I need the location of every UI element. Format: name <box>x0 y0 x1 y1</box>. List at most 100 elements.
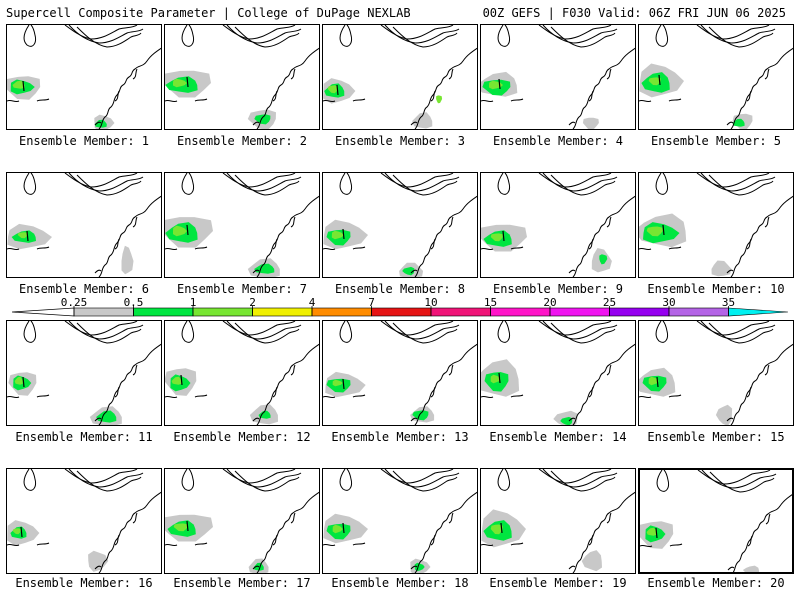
ensemble-member-label: Ensemble Member: 7 <box>176 282 308 296</box>
scp-contour-area <box>582 117 599 129</box>
map-canvas <box>481 321 635 425</box>
coastline <box>252 121 260 126</box>
coastline <box>747 535 753 547</box>
coastline <box>606 364 612 376</box>
coastline <box>746 386 752 398</box>
contour-marker <box>186 76 189 88</box>
ensemble-member-map-16[interactable] <box>6 468 162 574</box>
coastline <box>76 26 142 48</box>
contour-marker <box>336 84 339 96</box>
coastline <box>36 98 50 102</box>
legend-lower-arrow <box>12 307 75 317</box>
coastline <box>655 25 668 47</box>
ensemble-member-label: Ensemble Member: 20 <box>647 576 785 590</box>
map-canvas <box>165 173 319 277</box>
map-canvas <box>7 469 161 573</box>
coastline <box>323 247 336 251</box>
map-canvas <box>481 469 635 573</box>
coastline <box>290 364 296 376</box>
scp-contour-area <box>121 245 134 275</box>
ensemble-member-label: Ensemble Member: 11 <box>15 430 153 444</box>
legend-color-swatch <box>430 307 491 317</box>
coastline <box>132 364 138 376</box>
ensemble-member-map-12[interactable] <box>164 320 320 426</box>
ensemble-member-map-8[interactable] <box>322 172 478 278</box>
ensemble-member-map-13[interactable] <box>322 320 478 426</box>
ensemble-member-map-10[interactable] <box>638 172 794 278</box>
coastline <box>588 386 594 398</box>
ensemble-member-label: Ensemble Member: 5 <box>650 134 782 148</box>
map-canvas <box>165 25 319 129</box>
ensemble-member-map-4[interactable] <box>480 24 636 130</box>
legend-tick-label: 30 <box>662 296 675 309</box>
ensemble-member-map-5[interactable] <box>638 24 794 130</box>
scp-contour-area <box>412 112 433 129</box>
coastline <box>497 173 510 195</box>
coastline <box>726 269 734 274</box>
coastline <box>655 321 668 343</box>
ensemble-member-map-9[interactable] <box>480 172 636 278</box>
coastline <box>606 216 612 228</box>
ensemble-member-map-19[interactable] <box>480 468 636 574</box>
legend-tick-label: 15 <box>484 296 497 309</box>
coastline <box>94 121 102 126</box>
map-canvas <box>7 173 161 277</box>
ensemble-member-map-15[interactable] <box>638 320 794 426</box>
ensemble-member-map-14[interactable] <box>480 320 636 426</box>
coastline <box>746 238 752 250</box>
scp-contour-area <box>646 226 663 237</box>
coastline <box>510 542 524 546</box>
coastline <box>430 386 436 398</box>
coastline <box>272 238 278 250</box>
coastline <box>352 98 366 102</box>
coastline <box>384 25 460 44</box>
coastline <box>323 395 336 399</box>
ensemble-member-map-2[interactable] <box>164 24 320 130</box>
coastline <box>36 542 50 546</box>
coastline <box>568 417 576 422</box>
ensemble-member-map-11[interactable] <box>6 320 162 426</box>
coastline <box>414 491 477 573</box>
ensemble-member-map-6[interactable] <box>6 172 162 278</box>
coastline <box>700 321 776 340</box>
legend-tick-label: 0.25 <box>61 296 88 309</box>
coastline <box>764 364 770 376</box>
coastline <box>410 417 418 422</box>
legend-color-swatch <box>311 307 372 317</box>
contour-marker <box>22 376 25 388</box>
ensemble-member-map-7[interactable] <box>164 172 320 278</box>
scp-contour-area <box>715 404 733 425</box>
coastline <box>764 68 770 80</box>
legend-tick-label: 1 <box>190 296 197 309</box>
coastline <box>114 534 120 546</box>
coastline <box>588 90 594 102</box>
coastline <box>226 469 302 488</box>
legend-tick-label: 2 <box>249 296 256 309</box>
ensemble-member-map-20[interactable] <box>638 468 794 574</box>
coastline <box>114 90 120 102</box>
scp-contour-area <box>412 410 429 421</box>
coastline <box>132 68 138 80</box>
contour-marker <box>180 374 183 386</box>
contour-marker <box>658 74 661 86</box>
map-canvas <box>640 470 792 572</box>
ensemble-member-map-3[interactable] <box>322 24 478 130</box>
coastline <box>384 321 460 340</box>
ensemble-member-map-18[interactable] <box>322 468 478 574</box>
map-canvas <box>639 25 793 129</box>
ensemble-member-label: Ensemble Member: 13 <box>331 430 469 444</box>
coastline <box>764 216 770 228</box>
coastline <box>765 513 771 525</box>
coastline <box>165 395 178 399</box>
coastline <box>640 544 653 548</box>
coastline <box>448 68 454 80</box>
coastline <box>655 173 668 195</box>
ensemble-member-map-17[interactable] <box>164 468 320 574</box>
map-canvas <box>7 321 161 425</box>
contour-marker <box>22 80 25 92</box>
coastline <box>497 321 510 343</box>
coastline <box>639 247 652 251</box>
scp-contour-area <box>332 379 343 387</box>
ensemble-member-map-1[interactable] <box>6 24 162 130</box>
legend-tick-label: 4 <box>309 296 316 309</box>
